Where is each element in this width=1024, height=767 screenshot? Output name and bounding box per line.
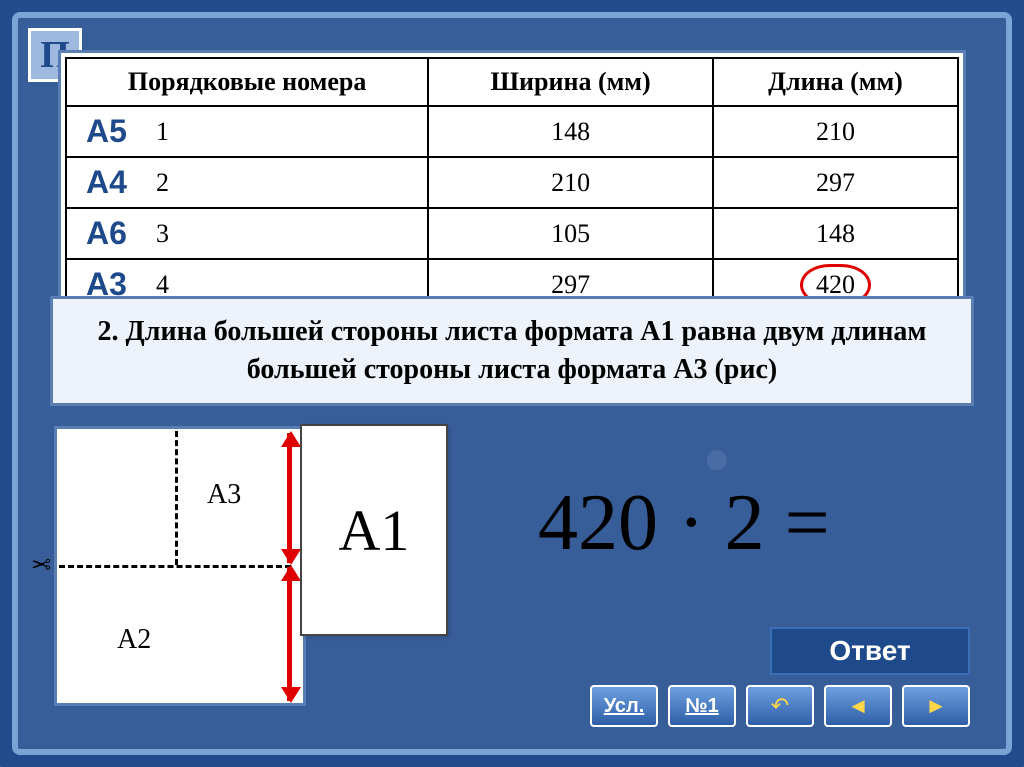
- table-header-row: Порядковые номера Ширина (мм) Длина (мм): [66, 58, 958, 106]
- row-length: 148: [713, 208, 958, 259]
- col-header-number: Порядковые номера: [66, 58, 428, 106]
- row-num: 2: [146, 157, 428, 208]
- equation-text: 420 · 2 =: [538, 478, 830, 569]
- nav-back-icon[interactable]: ↶: [746, 685, 814, 727]
- nav-bar: Усл. №1 ↶ ◄ ►: [590, 685, 970, 727]
- row-label: А4: [66, 157, 146, 208]
- row-label: А5: [66, 106, 146, 157]
- diagram-a0-box: А3 А2 ✂: [54, 426, 306, 706]
- row-width: 105: [428, 208, 713, 259]
- paper-diagram: А3 А2 ✂ А1: [50, 418, 450, 718]
- nav-next-icon[interactable]: ►: [902, 685, 970, 727]
- answer-button[interactable]: Ответ: [770, 627, 970, 675]
- table-row: А5 1 148 210: [66, 106, 958, 157]
- row-num: 3: [146, 208, 428, 259]
- dashed-vertical: [175, 431, 178, 565]
- nav-no1-button[interactable]: №1: [668, 685, 736, 727]
- col-header-width: Ширина (мм): [428, 58, 713, 106]
- table-row: А4 2 210 297: [66, 157, 958, 208]
- nav-usl-button[interactable]: Усл.: [590, 685, 658, 727]
- nav-prev-icon[interactable]: ◄: [824, 685, 892, 727]
- row-length: 297: [713, 157, 958, 208]
- label-a1: А1: [300, 424, 448, 636]
- col-header-length: Длина (мм): [713, 58, 958, 106]
- table-row: А6 3 105 148: [66, 208, 958, 259]
- label-a3: А3: [207, 479, 241, 511]
- row-label: А6: [66, 208, 146, 259]
- row-width: 210: [428, 157, 713, 208]
- label-a2: А2: [117, 624, 151, 656]
- statement-panel: 2. Длина большей стороны листа формата А…: [50, 296, 974, 406]
- content-frame: П Порядковые номера Ширина (мм) Длина (м…: [12, 12, 1012, 755]
- paper-sizes-table: Порядковые номера Ширина (мм) Длина (мм)…: [58, 50, 966, 318]
- row-num: 1: [146, 106, 428, 157]
- row-width: 148: [428, 106, 713, 157]
- row-length: 210: [713, 106, 958, 157]
- scissors-icon: ✂: [31, 551, 51, 580]
- dashed-horizontal: [59, 565, 291, 568]
